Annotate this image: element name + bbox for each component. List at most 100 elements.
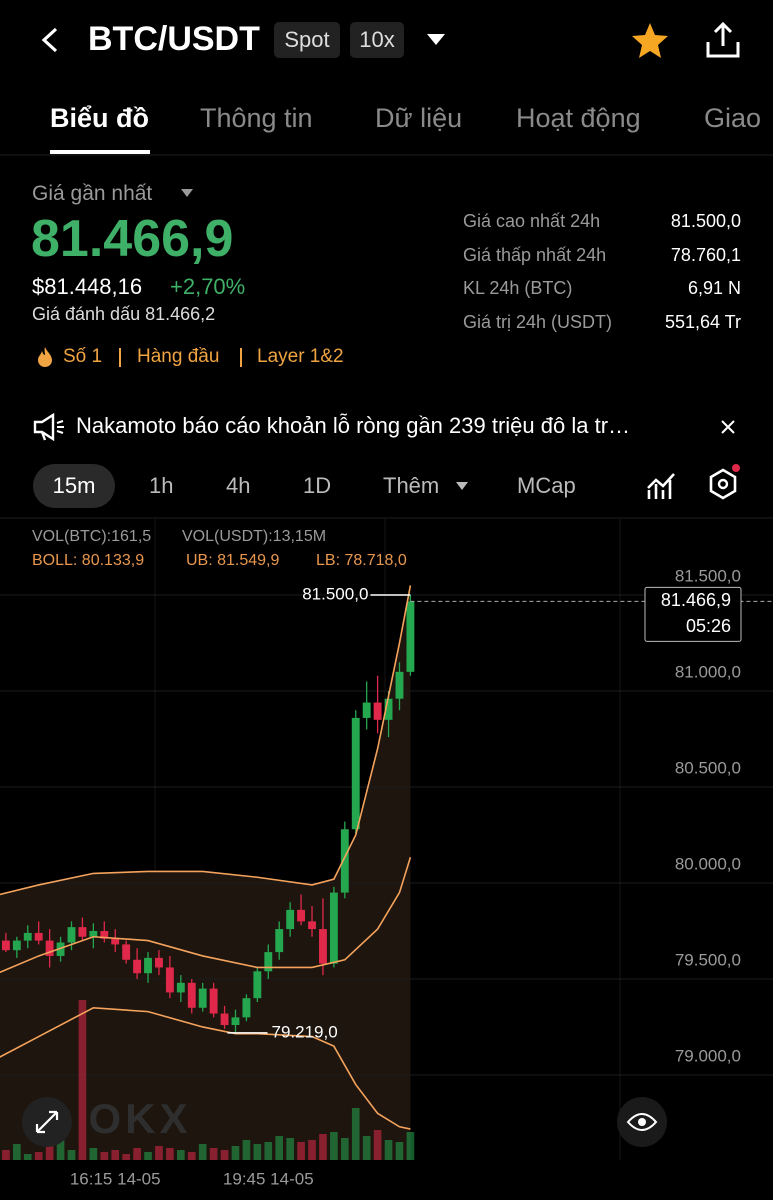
candle-body bbox=[384, 698, 393, 720]
stat-label: Giá trị 24h (USDT) bbox=[463, 311, 613, 332]
boll-line bbox=[0, 857, 412, 974]
volume-bar bbox=[373, 1130, 382, 1160]
candle-body bbox=[155, 957, 163, 968]
price-label: Giá gần nhất bbox=[32, 182, 153, 205]
volume-bar bbox=[111, 1150, 120, 1160]
candle-body bbox=[165, 967, 174, 993]
y-tick-label: 79.000,0 bbox=[675, 1046, 741, 1065]
announcement-icon bbox=[33, 413, 64, 441]
interval[interactable]: MCap bbox=[517, 473, 576, 498]
volume-bar bbox=[45, 1146, 54, 1160]
interval[interactable]: 15m bbox=[52, 473, 96, 498]
volume-bar bbox=[89, 1148, 98, 1160]
tab[interactable]: Thông tin bbox=[200, 103, 313, 133]
news-text[interactable]: Nakamoto báo cáo khoản lỗ ròng gần 239 t… bbox=[76, 413, 631, 438]
volume-bar bbox=[351, 1108, 360, 1160]
candle-body bbox=[209, 988, 218, 1014]
volume-bar bbox=[264, 1142, 273, 1160]
candle-body bbox=[242, 998, 251, 1018]
volume-bar bbox=[34, 1152, 43, 1160]
volume-bar bbox=[13, 1144, 21, 1160]
tab-indicator bbox=[50, 150, 150, 154]
candle-body bbox=[340, 829, 349, 893]
tab[interactable]: Biểu đồ bbox=[50, 103, 149, 133]
candle-body bbox=[297, 909, 306, 922]
interval[interactable]: 1D bbox=[303, 473, 332, 498]
volume-bar bbox=[275, 1136, 284, 1160]
volume-bar bbox=[330, 1132, 338, 1160]
stat-label: Giá cao nhất 24h bbox=[463, 211, 601, 231]
boll-label: LB: 78.718,0 bbox=[316, 552, 407, 569]
candle-body bbox=[308, 921, 316, 930]
stat-value: 81.500,0 bbox=[670, 211, 741, 231]
interval[interactable]: 1h bbox=[149, 473, 174, 498]
stat-label: Giá thấp nhất 24h bbox=[463, 244, 607, 265]
share-button[interactable] bbox=[703, 20, 743, 60]
stat-value: 551,64 Tr bbox=[664, 311, 741, 332]
close-button[interactable] bbox=[720, 419, 736, 435]
candle-body bbox=[373, 702, 382, 720]
y-tick-label: 81.500,0 bbox=[675, 567, 741, 586]
candle-body bbox=[253, 971, 262, 999]
tab[interactable]: Dữ liệu bbox=[375, 103, 463, 133]
tag-separator bbox=[240, 348, 242, 367]
boll-line bbox=[0, 585, 412, 896]
dropdown-arrow[interactable] bbox=[455, 481, 469, 491]
boll-label: UB: 81.549,9 bbox=[186, 552, 280, 569]
tag[interactable]: Hàng đầu bbox=[137, 346, 220, 367]
watermark: OKX bbox=[88, 1095, 191, 1142]
tab[interactable]: Hoạt động bbox=[516, 103, 641, 133]
dropdown-arrow[interactable] bbox=[180, 188, 194, 198]
stat-value: 78.760,1 bbox=[670, 244, 741, 265]
y-tick-label: 80.500,0 bbox=[675, 759, 741, 778]
candle-body bbox=[319, 929, 327, 964]
tag[interactable]: Số 1 bbox=[63, 346, 103, 367]
eye-button[interactable] bbox=[617, 1097, 667, 1147]
volume-bar bbox=[242, 1140, 251, 1160]
candle-body bbox=[231, 1017, 240, 1026]
x-tick-label: 19:45 14-05 bbox=[223, 1169, 314, 1188]
candle-body bbox=[100, 930, 109, 939]
boll-line bbox=[0, 1006, 411, 1130]
settings-button[interactable] bbox=[706, 462, 744, 502]
candle-body bbox=[286, 909, 295, 930]
dropdown-arrow[interactable] bbox=[426, 33, 446, 47]
volume-bar bbox=[231, 1146, 240, 1160]
volume-bar bbox=[209, 1148, 218, 1160]
volume-bar bbox=[253, 1144, 262, 1160]
y-tick-label: 80.000,0 bbox=[675, 854, 741, 873]
volume-bar bbox=[297, 1142, 305, 1160]
expand-button[interactable] bbox=[22, 1097, 72, 1147]
volume-bar bbox=[56, 1128, 65, 1160]
high-marker-label: 81.500,0 bbox=[302, 585, 368, 604]
candle-body bbox=[329, 892, 338, 964]
volume-bar bbox=[198, 1144, 207, 1160]
candle-body bbox=[220, 1013, 229, 1026]
volume-bar bbox=[308, 1140, 316, 1160]
tab[interactable]: Giao bbox=[704, 103, 762, 133]
back-button[interactable] bbox=[38, 26, 64, 54]
tag[interactable]: Layer 1&2 bbox=[257, 346, 344, 367]
indicator-button[interactable] bbox=[646, 470, 678, 502]
volume-bar bbox=[23, 1154, 32, 1160]
candle-body bbox=[34, 932, 43, 941]
candle-body bbox=[111, 938, 120, 945]
candle-body bbox=[89, 930, 98, 937]
candle-body bbox=[351, 717, 360, 830]
stat-value: 6,91 N bbox=[687, 278, 741, 299]
vol-label: VOL(BTC):161,5 bbox=[32, 528, 151, 545]
y-tick-label: 79.500,0 bbox=[675, 950, 741, 969]
interval[interactable]: Thêm bbox=[383, 473, 440, 498]
candle-body bbox=[122, 944, 131, 960]
volume-bar bbox=[100, 1152, 109, 1160]
candle-body bbox=[133, 959, 142, 974]
interval[interactable]: 4h bbox=[226, 473, 251, 498]
candle-body bbox=[56, 942, 65, 956]
stat-label: KL 24h (BTC) bbox=[463, 278, 573, 299]
favorite-star[interactable] bbox=[630, 21, 670, 59]
candle-body bbox=[176, 982, 185, 993]
tag-separator bbox=[119, 348, 121, 367]
candle-body bbox=[1, 940, 10, 951]
volume-bar bbox=[166, 1148, 174, 1160]
